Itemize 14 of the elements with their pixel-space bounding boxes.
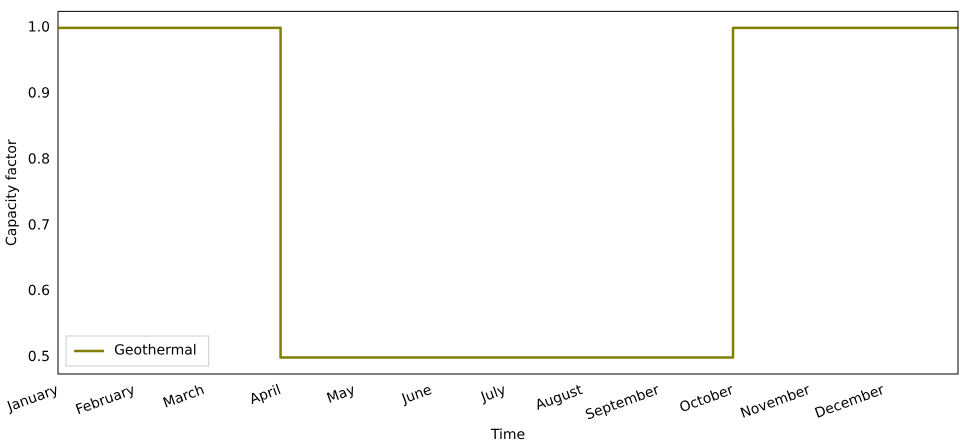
y-tick-label: 0.6 [28,283,50,300]
x-tick-label: June [398,382,434,408]
x-tick-label: May [324,382,358,407]
x-tick-label: April [248,382,284,408]
y-tick-label: 0.7 [28,217,50,234]
x-tick-label: July [478,382,508,406]
y-tick-label: 1.0 [28,20,50,36]
y-tick-label: 0.5 [28,349,50,366]
y-tick-label: 0.9 [28,85,50,102]
y-axis-title: Capacity factor [4,139,20,246]
x-axis-title: Time [490,427,526,444]
y-tick-label: 0.8 [28,151,50,168]
legend-label: Geothermal [114,342,197,359]
x-tick-label: March [161,382,207,412]
